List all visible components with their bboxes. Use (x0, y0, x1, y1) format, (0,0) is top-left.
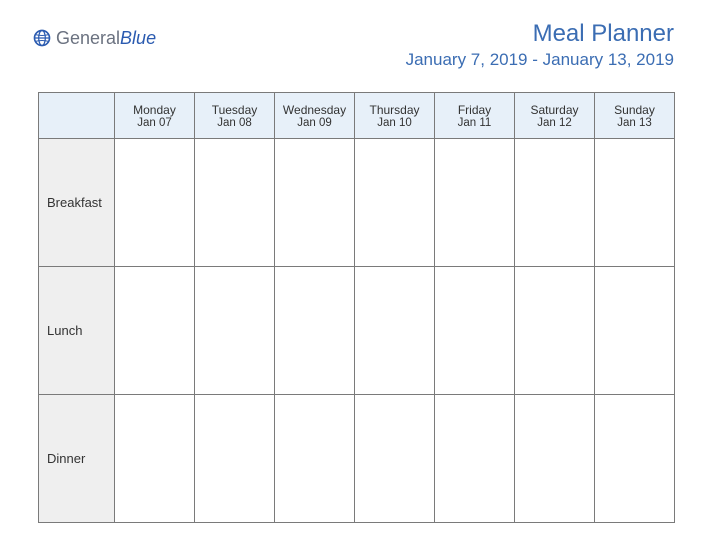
meal-cell[interactable] (435, 395, 515, 523)
meal-cell[interactable] (195, 267, 275, 395)
meal-label-lunch: Lunch (39, 267, 115, 395)
day-name: Thursday (357, 103, 432, 117)
table-header-row: Monday Jan 07 Tuesday Jan 08 Wednesday J… (39, 93, 675, 139)
day-date: Jan 09 (277, 117, 352, 129)
day-header-fri: Friday Jan 11 (435, 93, 515, 139)
day-header-sun: Sunday Jan 13 (595, 93, 675, 139)
meal-cell[interactable] (595, 139, 675, 267)
table-corner-cell (39, 93, 115, 139)
day-date: Jan 11 (437, 117, 512, 129)
meal-cell[interactable] (355, 395, 435, 523)
day-header-thu: Thursday Jan 10 (355, 93, 435, 139)
meal-cell[interactable] (595, 267, 675, 395)
day-name: Monday (117, 103, 192, 117)
meal-cell[interactable] (515, 267, 595, 395)
meal-cell[interactable] (275, 395, 355, 523)
day-header-tue: Tuesday Jan 08 (195, 93, 275, 139)
meal-label-dinner: Dinner (39, 395, 115, 523)
page-title: Meal Planner (406, 20, 674, 48)
meal-cell[interactable] (115, 267, 195, 395)
header-row: GeneralBlue Meal Planner January 7, 2019… (0, 0, 712, 80)
day-date: Jan 13 (597, 117, 672, 129)
meal-cell[interactable] (115, 395, 195, 523)
table-row-dinner: Dinner (39, 395, 675, 523)
meal-cell[interactable] (275, 139, 355, 267)
day-header-mon: Monday Jan 07 (115, 93, 195, 139)
meal-cell[interactable] (515, 139, 595, 267)
title-block: Meal Planner January 7, 2019 - January 1… (406, 20, 674, 70)
meal-label-breakfast: Breakfast (39, 139, 115, 267)
day-date: Jan 12 (517, 117, 592, 129)
meal-cell[interactable] (355, 139, 435, 267)
day-name: Saturday (517, 103, 592, 117)
logo-text-2: Blue (120, 28, 156, 48)
day-name: Friday (437, 103, 512, 117)
meal-cell[interactable] (355, 267, 435, 395)
day-name: Tuesday (197, 103, 272, 117)
day-header-wed: Wednesday Jan 09 (275, 93, 355, 139)
meal-cell[interactable] (195, 139, 275, 267)
globe-icon (32, 28, 52, 48)
day-date: Jan 10 (357, 117, 432, 129)
logo-text-1: General (56, 28, 120, 48)
meal-cell[interactable] (515, 395, 595, 523)
page-date-range: January 7, 2019 - January 13, 2019 (406, 50, 674, 70)
table-row-breakfast: Breakfast (39, 139, 675, 267)
day-header-sat: Saturday Jan 12 (515, 93, 595, 139)
logo: GeneralBlue (32, 28, 156, 48)
table-row-lunch: Lunch (39, 267, 675, 395)
day-date: Jan 07 (117, 117, 192, 129)
day-date: Jan 08 (197, 117, 272, 129)
day-name: Wednesday (277, 103, 352, 117)
meal-cell[interactable] (435, 267, 515, 395)
meal-cell[interactable] (115, 139, 195, 267)
meal-planner-table: Monday Jan 07 Tuesday Jan 08 Wednesday J… (38, 92, 675, 523)
meal-cell[interactable] (195, 395, 275, 523)
day-name: Sunday (597, 103, 672, 117)
logo-text: GeneralBlue (56, 29, 156, 47)
meal-cell[interactable] (435, 139, 515, 267)
meal-cell[interactable] (595, 395, 675, 523)
meal-cell[interactable] (275, 267, 355, 395)
